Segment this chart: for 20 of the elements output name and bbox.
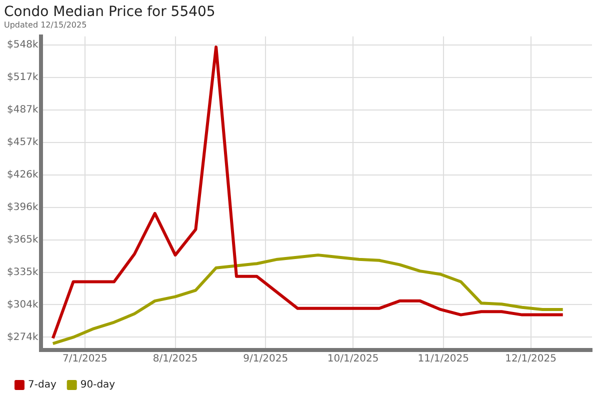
y-tick-label: $457k	[6, 136, 38, 148]
legend-label: 90-day	[80, 380, 116, 391]
legend-label: 7-day	[28, 380, 56, 391]
chart-title: Condo Median Price for 55405	[4, 4, 216, 20]
x-tick-label: 12/1/2025	[505, 354, 556, 365]
y-tick-label: $548k	[6, 40, 38, 51]
x-tick-label: 7/1/2025	[62, 354, 108, 365]
x-tick-label: 10/1/2025	[327, 354, 379, 365]
y-tick-label: $517k	[6, 72, 38, 84]
chart-subtitle: Updated 12/15/2025	[4, 20, 87, 30]
y-tick-label: $335k	[6, 266, 38, 278]
y-tick-label: $365k	[6, 234, 38, 246]
y-tick-label: $487k	[6, 104, 38, 116]
x-tick-label: 11/1/2025	[418, 354, 470, 365]
y-tick-label: $304k	[6, 299, 38, 310]
y-tick-label: $426k	[6, 169, 38, 180]
y-tick-label: $396k	[6, 202, 38, 213]
y-tick-label: $274k	[6, 332, 38, 343]
x-tick-label: 8/1/2025	[152, 354, 198, 365]
x-tick-label: 9/1/2025	[243, 354, 288, 365]
